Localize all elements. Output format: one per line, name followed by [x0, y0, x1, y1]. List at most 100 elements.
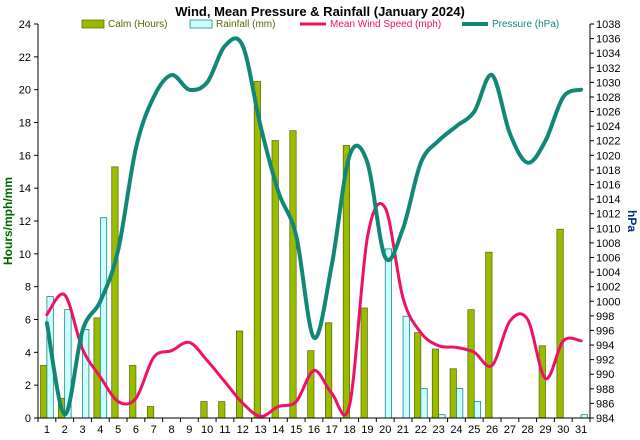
y2-tick-label: 986 — [596, 398, 614, 410]
calm-bar — [449, 368, 457, 419]
calm-bar — [40, 365, 48, 419]
calm-bar — [431, 348, 439, 419]
x-tick-label: 7 — [151, 424, 157, 436]
ticks-layer: 0246810121416182022249849869889909929949… — [19, 19, 621, 436]
y2-tick-label: 1002 — [596, 282, 620, 294]
x-tick-label: 24 — [450, 424, 462, 436]
y-tick-label: 22 — [19, 52, 31, 64]
legend-rainfall-label: Rainfall (mm) — [216, 19, 275, 30]
y2-tick-label: 1036 — [596, 34, 620, 46]
wind-speed-line — [45, 202, 583, 418]
x-tick-label: 8 — [168, 424, 174, 436]
x-tick-label: 28 — [522, 424, 534, 436]
x-tick-label: 1 — [44, 424, 50, 436]
y2-tick-label: 996 — [596, 325, 614, 337]
legend: Calm (Hours) Rainfall (mm) Mean Wind Speed… — [81, 19, 559, 30]
y2-tick-label: 1012 — [596, 209, 620, 221]
y2-tick-label: 1016 — [596, 180, 620, 192]
calm-bar — [360, 307, 368, 419]
y2-tick-label: 1022 — [596, 136, 620, 148]
rainfall-bar — [402, 315, 410, 419]
calm-bar — [467, 309, 475, 419]
x-tick-label: 25 — [468, 424, 480, 436]
x-tick-label: 30 — [557, 424, 569, 436]
calm-bar — [129, 365, 137, 419]
x-tick-label: 15 — [290, 424, 302, 436]
calm-bar — [146, 406, 155, 419]
x-tick-label: 13 — [254, 424, 266, 436]
y2-tick-label: 994 — [596, 340, 614, 352]
y2-tick-label: 1026 — [596, 107, 620, 119]
y2-tick-label: 1014 — [596, 194, 620, 206]
rainfall-bar — [456, 388, 464, 419]
y2-tick-label: 1020 — [596, 150, 620, 162]
y2-tick-label: 990 — [596, 369, 614, 381]
x-tick-label: 31 — [575, 424, 587, 436]
x-tick-label: 17 — [326, 424, 338, 436]
y2-tick-label: 998 — [596, 311, 614, 323]
x-tick-label: 10 — [201, 424, 213, 436]
calm-bar — [200, 401, 208, 419]
y-tick-label: 8 — [25, 282, 31, 294]
rainfall-bar — [82, 329, 90, 419]
y-tick-label: 18 — [19, 118, 31, 130]
calm-bar — [253, 81, 261, 419]
pressure-line — [44, 36, 584, 417]
x-tick-label: 29 — [539, 424, 551, 436]
legend-calm-label: Calm (Hours) — [108, 19, 167, 30]
calm-bar — [325, 322, 333, 419]
y-tick-label: 20 — [19, 85, 31, 97]
calm-bar — [218, 401, 226, 419]
x-tick-label: 23 — [433, 424, 445, 436]
y2-tick-label: 1038 — [596, 19, 620, 31]
x-tick-label: 27 — [504, 424, 516, 436]
calm-bar — [307, 350, 315, 419]
y2-axis-title: hPa — [625, 210, 639, 232]
y2-tick-label: 1024 — [596, 121, 620, 133]
bars-layer — [40, 81, 588, 419]
legend-calm-swatch — [81, 19, 105, 29]
y-axis-title: Hours/mph/mm — [1, 177, 15, 265]
x-tick-label: 12 — [237, 424, 249, 436]
x-tick-label: 11 — [219, 424, 230, 436]
x-tick-label: 18 — [343, 424, 355, 436]
x-tick-label: 4 — [97, 424, 103, 436]
y2-tick-label: 984 — [596, 413, 614, 425]
chart-title: Wind, Mean Pressure & Rainfall (January … — [175, 4, 465, 19]
y-tick-label: 14 — [19, 183, 31, 195]
x-tick-label: 21 — [397, 424, 409, 436]
legend-pressure-label: Pressure (hPa) — [492, 19, 559, 30]
x-tick-label: 22 — [415, 424, 427, 436]
y2-tick-label: 1000 — [596, 296, 620, 308]
x-tick-label: 2 — [62, 424, 68, 436]
x-tick-label: 16 — [308, 424, 320, 436]
rainfall-bar — [420, 388, 428, 419]
y2-tick-label: 992 — [596, 355, 614, 367]
calm-bar — [538, 345, 546, 419]
x-tick-label: 20 — [379, 424, 391, 436]
y-tick-label: 10 — [19, 249, 31, 261]
x-tick-label: 26 — [486, 424, 498, 436]
rainfall-bar — [473, 401, 482, 419]
x-tick-label: 9 — [186, 424, 192, 436]
y-tick-label: 4 — [25, 347, 31, 359]
legend-rainfall-swatch — [189, 19, 213, 29]
y2-tick-label: 1006 — [596, 252, 620, 264]
calm-bar — [485, 251, 493, 419]
x-tick-label: 14 — [272, 424, 284, 436]
calm-bar — [289, 130, 297, 419]
y-tick-label: 0 — [25, 413, 31, 425]
calm-bar — [111, 166, 119, 419]
y-tick-label: 24 — [19, 19, 31, 31]
x-tick-label: 5 — [115, 424, 121, 436]
x-tick-label: 3 — [79, 424, 85, 436]
calm-bar — [414, 332, 422, 419]
y-tick-label: 12 — [19, 216, 31, 228]
y-tick-label: 6 — [25, 315, 31, 327]
x-tick-label: 19 — [361, 424, 373, 436]
y2-tick-label: 1008 — [596, 238, 620, 250]
y2-tick-label: 1032 — [596, 63, 620, 75]
y-tick-label: 2 — [25, 380, 31, 392]
y2-tick-label: 1004 — [596, 267, 620, 279]
